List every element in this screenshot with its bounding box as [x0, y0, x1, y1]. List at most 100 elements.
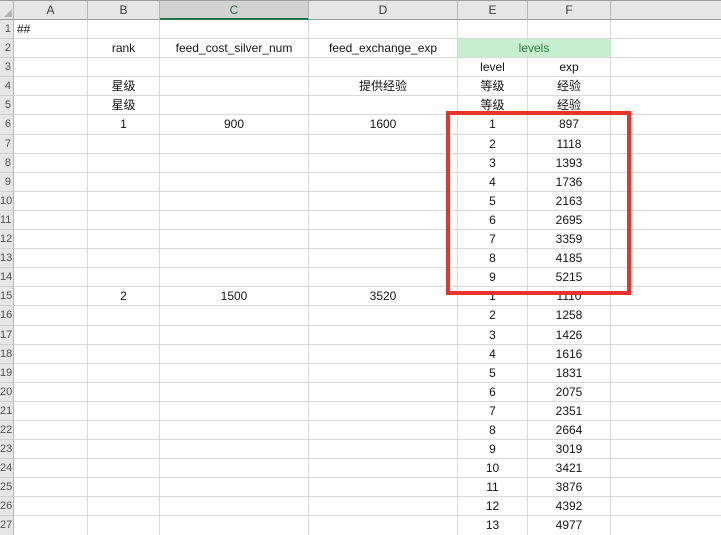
cell-C1[interactable] — [160, 20, 309, 40]
cell-E4[interactable]: 等级 — [458, 77, 528, 97]
cell-D24[interactable] — [309, 459, 458, 479]
cell-F20[interactable]: 2075 — [528, 382, 611, 402]
cell-E14[interactable]: 9 — [458, 268, 528, 288]
cell-D1[interactable] — [309, 20, 458, 40]
cell-E3[interactable]: level — [458, 58, 528, 78]
cell-E1[interactable] — [458, 20, 528, 40]
cell-C11[interactable] — [160, 210, 309, 231]
cell-G13[interactable] — [611, 249, 721, 269]
cell-F8[interactable]: 1393 — [528, 153, 611, 173]
cell-E10[interactable]: 5 — [458, 191, 528, 211]
cell-E22[interactable]: 8 — [458, 420, 528, 441]
cell-B20[interactable] — [88, 382, 160, 402]
cell-C17[interactable] — [160, 325, 309, 345]
cell-D17[interactable] — [309, 325, 458, 345]
cell-D5[interactable] — [309, 96, 458, 116]
row-header-18[interactable]: 18 — [0, 344, 14, 364]
cell-F27[interactable]: 4977 — [528, 516, 611, 535]
cell-E27[interactable]: 13 — [458, 516, 528, 535]
cell-G16[interactable] — [611, 306, 721, 326]
cell-D9[interactable] — [309, 172, 458, 192]
cell-B8[interactable] — [88, 153, 160, 173]
cell-C19[interactable] — [160, 363, 309, 383]
cell-B6[interactable]: 1 — [88, 115, 160, 135]
cell-E20[interactable]: 6 — [458, 382, 528, 402]
cell-B21[interactable] — [88, 401, 160, 421]
cell-D2[interactable]: feed_exchange_exp — [309, 39, 458, 59]
cell-C6[interactable]: 900 — [160, 115, 309, 135]
cell-E18[interactable]: 4 — [458, 344, 528, 364]
cell-A10[interactable] — [14, 191, 88, 211]
cell-G21[interactable] — [611, 402, 721, 421]
cell-A23[interactable] — [14, 440, 88, 460]
cell-E9[interactable]: 4 — [458, 172, 528, 192]
cell-B18[interactable] — [88, 344, 160, 364]
cell-C13[interactable] — [160, 249, 309, 269]
row-header-6[interactable]: 6 — [0, 115, 14, 135]
cell-C7[interactable] — [160, 134, 309, 154]
cell-D4[interactable]: 提供经验 — [309, 77, 458, 97]
cell-F10[interactable]: 2163 — [528, 191, 611, 211]
cell-G6[interactable] — [611, 115, 721, 135]
cell-B22[interactable] — [88, 420, 160, 441]
cell-E26[interactable]: 12 — [458, 497, 528, 517]
cell-E8[interactable]: 3 — [458, 153, 528, 173]
cell-A9[interactable] — [14, 172, 88, 192]
cell-B15[interactable]: 2 — [88, 287, 160, 307]
cell-G22[interactable] — [611, 421, 721, 441]
cell-A1[interactable]: ## — [14, 20, 88, 40]
cell-A12[interactable] — [14, 230, 88, 250]
column-header-G-partial[interactable] — [611, 1, 721, 20]
cell-C20[interactable] — [160, 382, 309, 402]
cell-F24[interactable]: 3421 — [528, 459, 611, 479]
cell-A8[interactable] — [14, 153, 88, 173]
select-all-corner[interactable] — [0, 1, 14, 20]
cell-F5[interactable]: 经验 — [528, 96, 611, 116]
row-header-19[interactable]: 19 — [0, 363, 14, 383]
cell-C23[interactable] — [160, 440, 309, 460]
row-header-14[interactable]: 14 — [0, 268, 14, 288]
cell-C2[interactable]: feed_cost_silver_num — [160, 39, 309, 59]
row-header-5[interactable]: 5 — [0, 96, 14, 116]
cell-A25[interactable] — [14, 478, 88, 498]
cell-B12[interactable] — [88, 230, 160, 250]
cell-A20[interactable] — [14, 382, 88, 402]
column-header-E[interactable]: E — [458, 1, 528, 20]
cell-E15[interactable]: 1 — [458, 287, 528, 307]
cell-G4[interactable] — [611, 77, 721, 97]
cell-G8[interactable] — [611, 154, 721, 173]
row-header-15[interactable]: 15 — [0, 287, 14, 307]
cell-A7[interactable] — [14, 134, 88, 154]
cell-G14[interactable] — [611, 268, 721, 288]
cell-B17[interactable] — [88, 325, 160, 345]
cell-F12[interactable]: 3359 — [528, 230, 611, 250]
cell-G26[interactable] — [611, 497, 721, 517]
row-header-16[interactable]: 16 — [0, 306, 14, 326]
row-header-17[interactable]: 17 — [0, 325, 14, 345]
cell-C24[interactable] — [160, 459, 309, 479]
cell-D3[interactable] — [309, 58, 458, 78]
cell-C3[interactable] — [160, 58, 309, 78]
cell-C10[interactable] — [160, 191, 309, 211]
cell-E12[interactable]: 7 — [458, 230, 528, 250]
cell-E21[interactable]: 7 — [458, 401, 528, 421]
cell-G25[interactable] — [611, 478, 721, 498]
cell-A11[interactable] — [14, 210, 88, 231]
cell-F23[interactable]: 3019 — [528, 440, 611, 460]
cell-F11[interactable]: 2695 — [528, 210, 611, 231]
cell-C4[interactable] — [160, 77, 309, 97]
cell-D18[interactable] — [309, 344, 458, 364]
row-header-21[interactable]: 21 — [0, 401, 14, 421]
cell-A5[interactable] — [14, 96, 88, 116]
cell-D19[interactable] — [309, 363, 458, 383]
cell-A18[interactable] — [14, 344, 88, 364]
cell-E25[interactable]: 11 — [458, 478, 528, 498]
cell-D16[interactable] — [309, 306, 458, 326]
cell-G15[interactable] — [611, 287, 721, 307]
cell-D14[interactable] — [309, 268, 458, 288]
cell-A22[interactable] — [14, 420, 88, 441]
cell-A16[interactable] — [14, 306, 88, 326]
cell-A17[interactable] — [14, 325, 88, 345]
cell-D10[interactable] — [309, 191, 458, 211]
cell-F19[interactable]: 1831 — [528, 363, 611, 383]
